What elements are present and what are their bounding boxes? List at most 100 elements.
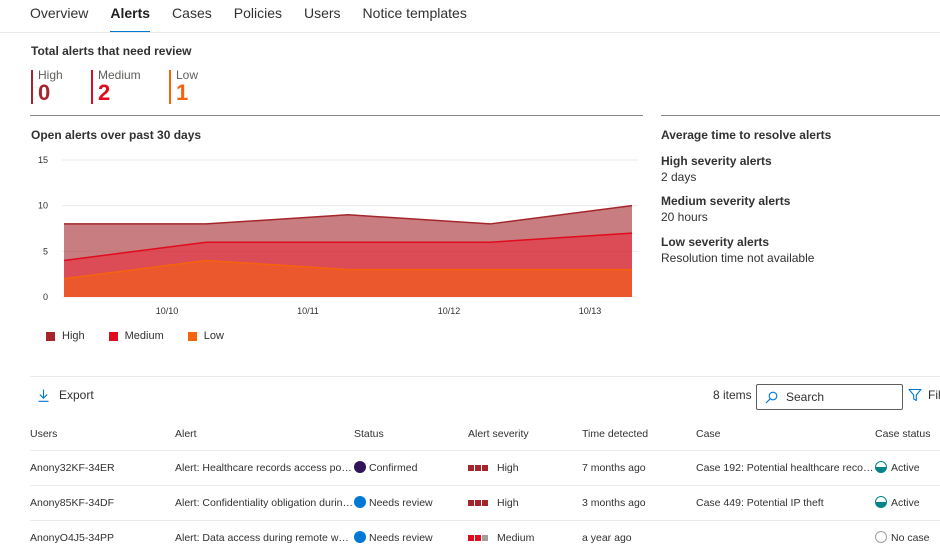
legend-swatch-medium — [108, 331, 118, 341]
y-tick-label: 0 — [43, 292, 48, 302]
table-header-row: Users Alert Status Alert severity Time d… — [30, 418, 940, 450]
legend-item-low[interactable]: Low — [187, 330, 224, 342]
toolbar-divider — [30, 376, 940, 377]
alert-cell: Alert: Data access during remote work... — [175, 519, 354, 553]
alerts-table: Users Alert Status Alert severity Time d… — [30, 418, 940, 553]
col-header-case-status[interactable]: Case status — [875, 427, 931, 440]
active-status-icon — [875, 461, 887, 473]
legend-label-high: High — [62, 330, 85, 342]
chart-legend: High Medium Low — [46, 330, 248, 342]
legend-swatch-low — [187, 331, 197, 341]
export-label: Export — [59, 388, 94, 402]
status-text: Confirmed — [369, 462, 418, 474]
x-tick-label: 10/10 — [156, 306, 179, 316]
summary-title: Total alerts that need review — [31, 44, 192, 58]
alert-cell: Alert: Confidentiality obligation during… — [175, 484, 354, 520]
time-cell: 7 months ago — [582, 449, 696, 485]
user-name: Anony85KF-34DF — [30, 496, 115, 509]
medium-counter-value: 2 — [98, 80, 111, 105]
case-cell[interactable]: Case 192: Potential healthcare records..… — [696, 449, 875, 485]
filter-icon — [908, 388, 922, 402]
time-cell: a year ago — [582, 519, 696, 553]
user-cell: Anony85KF-34DF — [30, 484, 175, 520]
x-tick-label: 10/12 — [438, 306, 461, 316]
case-cell — [696, 519, 875, 553]
user-cell: Anony32KF-34ER — [30, 449, 175, 485]
low-counter-bar — [169, 70, 171, 104]
status-dot-icon — [354, 461, 366, 473]
high-alerts-counter[interactable]: High 0 — [31, 68, 63, 104]
col-header-alert-severity[interactable]: Alert severity — [468, 427, 529, 440]
low-counter-label: Low — [176, 68, 199, 82]
tabs-divider — [0, 32, 940, 33]
col-header-alert[interactable]: Alert — [175, 427, 197, 440]
tab-cases[interactable]: Cases — [172, 5, 212, 21]
table-row[interactable]: Anony32KF-34ER Alert: Healthcare records… — [30, 449, 940, 485]
status-cell: Confirmed — [354, 449, 468, 485]
search-box[interactable] — [756, 384, 903, 410]
table-row[interactable]: AnonyO4J5-34PP Alert: Data access during… — [30, 519, 940, 553]
medium-alerts-counter[interactable]: Medium 2 — [91, 68, 141, 104]
line-medium — [63, 232, 633, 262]
case-status-text: No case — [891, 532, 930, 545]
legend-label-low: Low — [203, 330, 224, 342]
col-header-status[interactable]: Status — [354, 427, 384, 440]
open-alerts-chart: 0 5 10 15 10/10 10/11 10/12 10/13 — [38, 155, 638, 316]
user-cell: AnonyO4J5-34PP — [30, 519, 175, 553]
status-cell: Needs review — [354, 519, 468, 553]
y-tick-label: 15 — [38, 155, 48, 165]
status-text: Needs review — [369, 497, 433, 509]
low-alerts-counter[interactable]: Low 1 — [169, 68, 198, 104]
alert-cell: Alert: Healthcare records access policy — [175, 449, 354, 485]
status-dot-icon — [354, 496, 366, 508]
severity-text: High — [497, 461, 519, 474]
table-row[interactable]: Anony85KF-34DF Alert: Confidentiality ob… — [30, 484, 940, 520]
high-counter-bar — [31, 70, 33, 104]
status-text: Needs review — [369, 532, 433, 545]
severity-text: High — [497, 496, 519, 509]
filter-label: Fil — [928, 388, 940, 402]
active-status-icon — [875, 496, 887, 508]
y-tick-label: 5 — [43, 246, 48, 256]
tab-alerts[interactable]: Alerts — [110, 0, 150, 33]
tab-users[interactable]: Users — [303, 5, 341, 21]
case-status-cell: Active — [875, 484, 940, 520]
severity-cell: High — [468, 484, 582, 520]
items-count: 8 items — [713, 388, 752, 402]
download-icon — [38, 389, 49, 402]
avg-low-value: Resolution time not available — [661, 251, 815, 265]
tab-policies[interactable]: Policies — [233, 5, 282, 21]
legend-swatch-high — [46, 331, 55, 341]
filter-button[interactable]: Fil — [908, 388, 940, 402]
severity-cell: High — [468, 449, 582, 485]
col-header-users[interactable]: Users — [30, 427, 58, 440]
severity-text: Medium — [497, 531, 535, 544]
col-header-case[interactable]: Case — [696, 427, 721, 440]
case-status-cell: No case — [875, 519, 940, 553]
severity-high-icon — [468, 462, 489, 474]
high-counter-value: 0 — [38, 80, 51, 105]
avg-medium-value: 20 hours — [661, 210, 708, 224]
case-cell[interactable]: Case 449: Potential IP theft — [696, 484, 875, 520]
avg-high-label: High severity alerts — [661, 154, 772, 168]
avg-high-value: 2 days — [661, 170, 697, 184]
legend-item-medium[interactable]: Medium — [108, 330, 164, 342]
col-header-time-detected[interactable]: Time detected — [582, 427, 649, 440]
severity-high-icon — [468, 497, 489, 509]
tab-notice-templates[interactable]: Notice templates — [362, 5, 467, 21]
status-cell: Needs review — [354, 484, 468, 520]
search-icon — [765, 391, 778, 403]
medium-counter-bar — [91, 70, 93, 104]
legend-item-high[interactable]: High — [46, 330, 85, 342]
export-button[interactable]: Export — [38, 388, 94, 402]
case-status-text: Active — [891, 462, 920, 474]
chart-title: Open alerts over past 30 days — [31, 128, 202, 142]
status-dot-icon — [354, 531, 366, 544]
case-status-cell: Active — [875, 449, 940, 485]
avg-low-label: Low severity alerts — [661, 235, 770, 249]
user-name: AnonyO4J5-34PP — [30, 531, 115, 544]
tab-overview[interactable]: Overview — [30, 5, 89, 21]
high-counter-label: High — [38, 68, 63, 82]
search-input[interactable] — [786, 390, 896, 404]
severity-medium-icon — [468, 532, 489, 544]
